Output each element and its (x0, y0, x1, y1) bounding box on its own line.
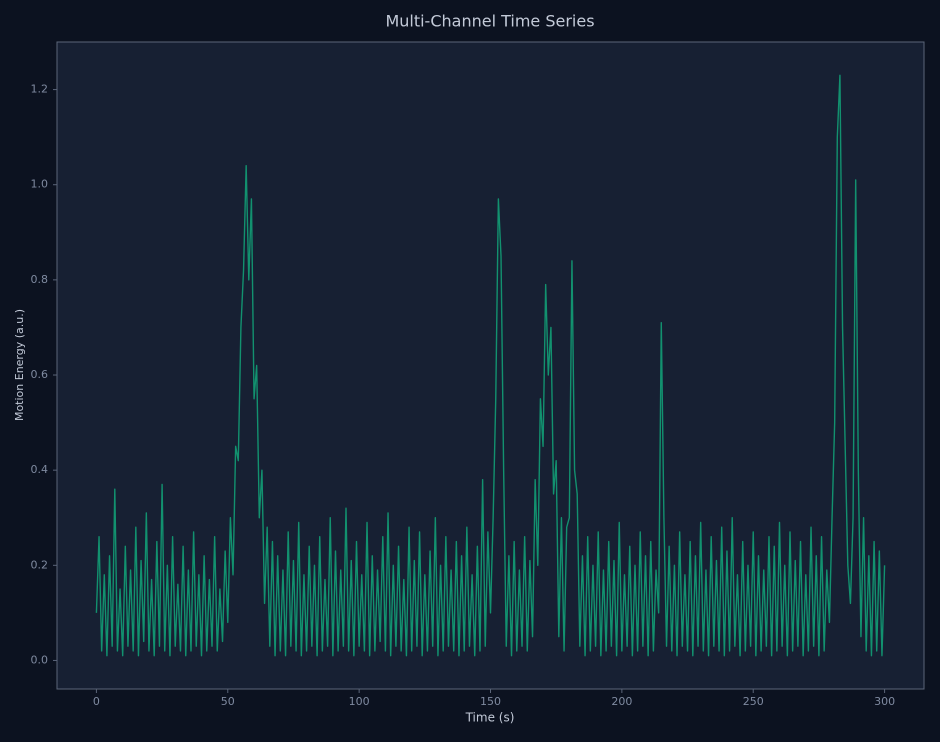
chart-title: Multi-Channel Time Series (385, 12, 594, 31)
data-line (95, 74, 886, 657)
y-tick-label: 0.8 (31, 273, 49, 286)
x-axis-label: Time (s) (465, 711, 515, 725)
y-tick-label: 0.2 (31, 558, 49, 571)
x-tick-label: 50 (221, 695, 235, 708)
y-tick-label: 0.6 (31, 368, 49, 381)
x-tick-label: 0 (93, 695, 100, 708)
x-tick-label: 200 (611, 695, 632, 708)
y-tick-label: 1.0 (31, 178, 49, 191)
x-tick-label: 300 (874, 695, 895, 708)
y-tick-label: 0.4 (31, 463, 49, 476)
plot-area (56, 41, 925, 690)
y-tick-label: 0.0 (31, 653, 49, 666)
x-tick-label: 250 (743, 695, 764, 708)
y-tick-label: 1.2 (31, 83, 49, 96)
y-axis-label: Motion Energy (a.u.) (13, 309, 26, 421)
x-tick-label: 100 (349, 695, 370, 708)
x-tick-label: 150 (480, 695, 501, 708)
